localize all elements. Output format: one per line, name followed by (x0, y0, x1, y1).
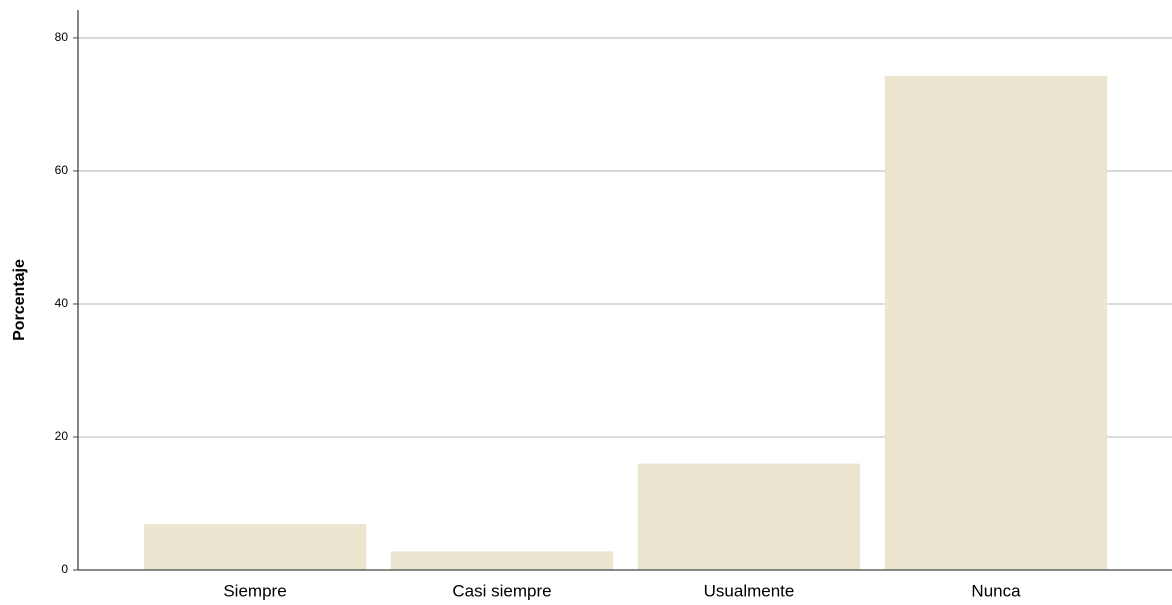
y-tick-label: 80 (55, 30, 69, 44)
y-tick-label: 0 (61, 562, 68, 576)
y-axis-label: Porcentaje (11, 259, 28, 341)
x-tick-label: Usualmente (704, 581, 795, 600)
bar (637, 463, 861, 570)
x-tick-label: Nunca (971, 581, 1021, 600)
bar (143, 524, 367, 570)
x-tick-label: Casi siempre (452, 581, 551, 600)
x-tick-label: Siempre (223, 581, 286, 600)
y-tick-label: 60 (55, 163, 69, 177)
y-tick-label: 40 (55, 296, 69, 310)
bar (390, 551, 614, 570)
y-tick-label: 20 (55, 429, 69, 443)
bar (884, 75, 1108, 570)
